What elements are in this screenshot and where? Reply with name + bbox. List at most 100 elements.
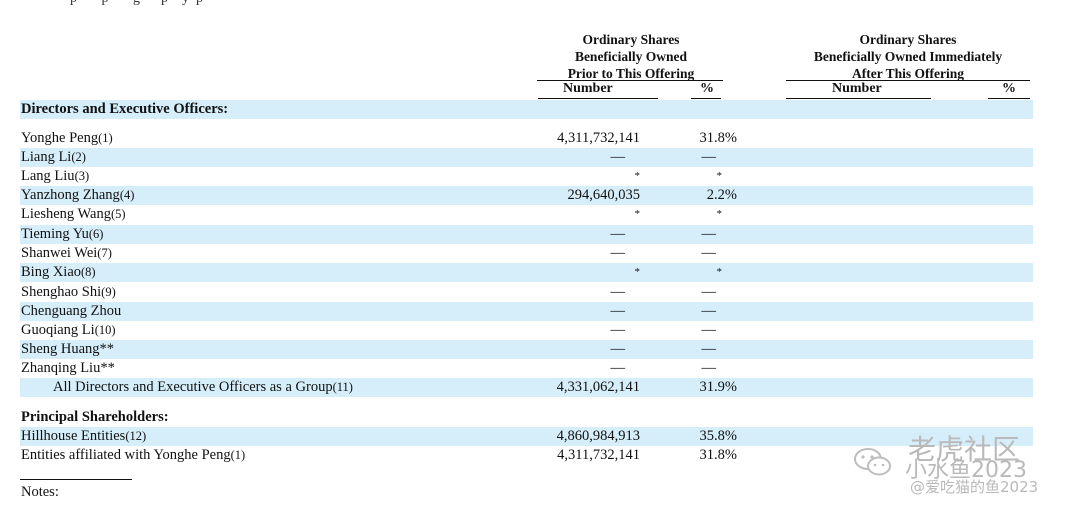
shares-number: —: [610, 360, 626, 376]
table-row: Lang Liu(3) * *: [20, 167, 1033, 186]
holder-name-text: Sheng Huang**: [21, 341, 115, 357]
header-prior-line3: Prior to This Offering: [567, 66, 695, 81]
table-row: Shenghao Shi(9) — —: [20, 283, 1033, 302]
shares-number: 4,331,062,141: [556, 379, 640, 395]
shares-number: —: [610, 245, 626, 261]
holder-name: Hillhouse Entities(12): [21, 428, 146, 445]
footnote-ref: (3): [74, 169, 90, 183]
footnote-ref: (9): [101, 285, 116, 299]
shares-number: 294,640,035: [567, 187, 641, 203]
shares-pct: —: [701, 245, 717, 261]
header-rule-after: [786, 80, 1030, 81]
shares-number: *: [634, 170, 641, 182]
table-row-total: All Directors and Executive Officers as …: [20, 378, 1033, 397]
holder-name-text: All Directors and Executive Officers as …: [53, 379, 333, 395]
footnote-ref: (5): [110, 207, 126, 221]
col-rule-number-prior: [538, 98, 658, 99]
shares-pct: —: [701, 149, 717, 165]
footnote-ref: (11): [332, 380, 353, 394]
table-row: Liesheng Wang(5) * *: [20, 205, 1033, 224]
cropped-text-top: p p g p y p: [70, 0, 203, 7]
shares-number: —: [610, 149, 626, 165]
section-label: Principal Shareholders:: [21, 409, 169, 425]
holder-name-text: Guoqiang Li: [21, 322, 95, 338]
table-row: Liang Li(2) — —: [20, 148, 1033, 167]
shares-pct: —: [701, 360, 717, 376]
holder-name-text: Tieming Yu: [21, 226, 89, 242]
notes-divider: [20, 479, 132, 480]
shares-pct: —: [701, 303, 717, 319]
shares-pct: 35.8%: [699, 428, 737, 444]
col-number-prior: Number: [563, 81, 613, 96]
footnote-ref: (6): [88, 227, 104, 241]
header-prior-offering: Ordinary Shares Beneficially Owned Prior…: [537, 31, 725, 82]
shares-pct: *: [716, 208, 723, 220]
notes-label: Notes:: [21, 484, 59, 500]
holder-name-text: Shanwei Wei: [21, 245, 98, 261]
holder-name-text: Zhanqing Liu**: [21, 360, 115, 376]
table-row: Zhanqing Liu** — —: [20, 359, 1033, 378]
wechat-icon: [854, 448, 891, 476]
holder-name: Shanwei Wei(7): [21, 245, 112, 262]
section-label: Directors and Executive Officers:: [21, 101, 229, 117]
holder-name-text: Entities affiliated with Yonghe Peng: [21, 447, 231, 463]
shares-pct: 31.8%: [699, 447, 737, 463]
header-prior-line1: Ordinary Shares: [582, 32, 680, 47]
shares-number: 4,311,732,141: [557, 447, 640, 463]
table-row: Sheng Huang** — —: [20, 340, 1033, 359]
shares-pct: 31.8%: [699, 130, 737, 146]
header-after-line1: Ordinary Shares: [859, 32, 957, 47]
shares-pct: *: [716, 170, 723, 182]
shares-number: *: [634, 208, 641, 220]
holder-name-text: Liang Li: [21, 149, 72, 165]
shares-pct: —: [701, 341, 717, 357]
footnote-ref: (12): [125, 429, 147, 443]
footnote-ref: (1): [230, 448, 246, 462]
table-row: Tieming Yu(6) — —: [20, 225, 1033, 244]
holder-name-text: Lang Liu: [21, 168, 75, 184]
shares-number: —: [610, 322, 626, 338]
footnote-ref: (10): [94, 323, 116, 337]
col-rule-number-after: [786, 98, 931, 99]
holder-name-text: Yonghe Peng: [21, 130, 99, 146]
header-rule-prior: [537, 80, 723, 81]
shares-number: 4,860,984,913: [556, 428, 640, 444]
col-rule-pct-after: [988, 98, 1030, 99]
holder-name: Bing Xiao(8): [21, 264, 96, 281]
holder-name: Liang Li(2): [21, 149, 86, 166]
shares-pct: 2.2%: [706, 187, 737, 203]
watermark-handle: @爱吃猫的鱼2023: [910, 478, 1039, 496]
shares-pct: *: [716, 266, 723, 278]
header-after-offering: Ordinary Shares Beneficially Owned Immed…: [786, 31, 1030, 82]
table-row: Shanwei Wei(7) — —: [20, 244, 1033, 263]
holder-name: Tieming Yu(6): [21, 226, 103, 243]
footnote-ref: (4): [119, 188, 135, 202]
table-row: Hillhouse Entities(12) 4,860,984,913 35.…: [20, 427, 1033, 446]
shares-pct: —: [701, 284, 717, 300]
footnote-ref: (7): [97, 246, 112, 260]
holder-name: Liesheng Wang(5): [21, 206, 126, 223]
holder-name: Zhanqing Liu**: [21, 360, 115, 377]
holder-name: Yanzhong Zhang(4): [21, 187, 134, 204]
shares-number: 4,311,732,141: [557, 130, 640, 146]
shares-number: *: [634, 266, 641, 278]
header-after-line2: Beneficially Owned Immediately: [813, 49, 1003, 64]
header-prior-line2: Beneficially Owned: [574, 49, 688, 64]
footnote-ref: (1): [98, 131, 113, 145]
table-row: Entities affiliated with Yonghe Peng(1) …: [20, 446, 1033, 465]
col-pct-after: %: [1002, 81, 1016, 96]
col-pct-prior: %: [700, 81, 714, 96]
holder-name-text: Yanzhong Zhang: [21, 187, 120, 203]
holder-name: All Directors and Executive Officers as …: [53, 379, 353, 396]
table-row: Guoqiang Li(10) — —: [20, 321, 1033, 340]
holder-name: Shenghao Shi(9): [21, 284, 116, 301]
holder-name-text: Shenghao Shi: [21, 284, 102, 300]
holder-name: Chenguang Zhou: [21, 303, 121, 320]
holder-name-text: Liesheng Wang: [21, 206, 111, 222]
footnote-ref: (2): [71, 150, 86, 164]
holder-name: Guoqiang Li(10): [21, 322, 116, 339]
header-after-line3: After This Offering: [852, 66, 964, 81]
watermark-account: 小水鱼2023: [905, 458, 1027, 483]
shares-pct: 31.9%: [699, 379, 737, 395]
section-principal: Principal Shareholders:: [20, 408, 1033, 427]
